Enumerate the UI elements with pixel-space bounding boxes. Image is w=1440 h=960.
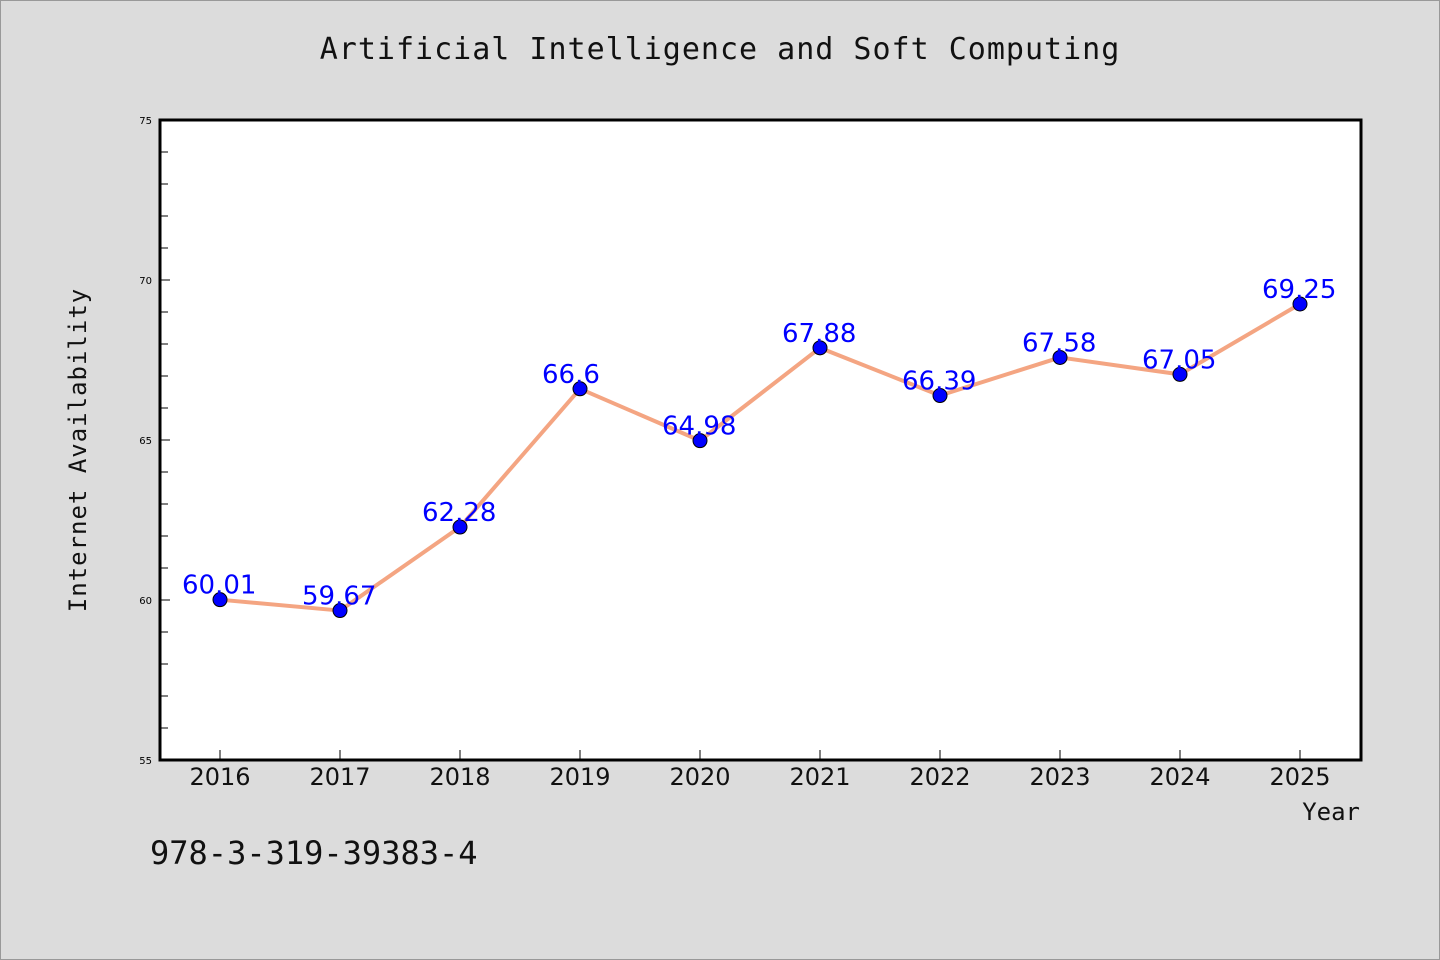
data-point xyxy=(1172,366,1188,382)
data-point xyxy=(932,388,948,404)
data-label: 60.01 xyxy=(182,571,256,601)
x-tick-label: 2023 xyxy=(1029,763,1090,791)
y-axis: 55 60 65 70 75 xyxy=(139,116,170,767)
x-axis: 2016 2017 2018 2019 2020 2021 2022 2023 2024 2025 xyxy=(189,750,1331,791)
x-tick-label: 2022 xyxy=(909,763,970,791)
data-label: 66.39 xyxy=(902,367,976,397)
data-label: 67.58 xyxy=(1022,328,1096,358)
series-line-group: 60.01 59.67 62.28 66.6 64.98 67.88 66.39 67.58 6… xyxy=(182,275,1336,619)
y-tick-label: 70 xyxy=(139,276,152,287)
y-tick-label: 75 xyxy=(139,116,152,127)
data-label: 66.6 xyxy=(542,360,600,390)
x-axis-label: Year xyxy=(1302,798,1360,826)
y-tick-label: 65 xyxy=(139,436,152,447)
x-tick-label: 2025 xyxy=(1269,763,1330,791)
data-point xyxy=(332,603,348,619)
x-tick-label: 2020 xyxy=(669,763,730,791)
x-tick-label: 2024 xyxy=(1149,763,1210,791)
data-point xyxy=(1052,349,1068,365)
plot-area xyxy=(158,118,1363,762)
data-label: 67.88 xyxy=(782,319,856,349)
x-tick-label: 2016 xyxy=(189,763,250,791)
x-tick-label: 2019 xyxy=(549,763,610,791)
data-label: 64.98 xyxy=(662,412,736,442)
x-tick-label: 2021 xyxy=(789,763,850,791)
y-tick-label: 55 xyxy=(139,756,152,767)
data-point xyxy=(812,340,828,356)
data-label: 59.67 xyxy=(302,582,376,612)
y-axis-label: Internet Availability xyxy=(64,288,92,612)
data-point xyxy=(692,433,708,449)
data-point xyxy=(452,519,468,535)
data-label: 67.05 xyxy=(1142,345,1216,375)
y-tick-label: 60 xyxy=(139,596,152,607)
data-point xyxy=(572,381,588,397)
x-tick-label: 2017 xyxy=(309,763,370,791)
data-label: 69.25 xyxy=(1262,275,1336,305)
x-tick-label: 2018 xyxy=(429,763,490,791)
data-point xyxy=(212,592,228,608)
series-line xyxy=(219,302,1302,613)
isbn-text: 978-3-319-39383-4 xyxy=(150,834,478,872)
chart-title: Artificial Intelligence and Soft Computi… xyxy=(319,32,1121,67)
data-point xyxy=(1292,296,1308,312)
data-label: 62.28 xyxy=(422,498,496,528)
